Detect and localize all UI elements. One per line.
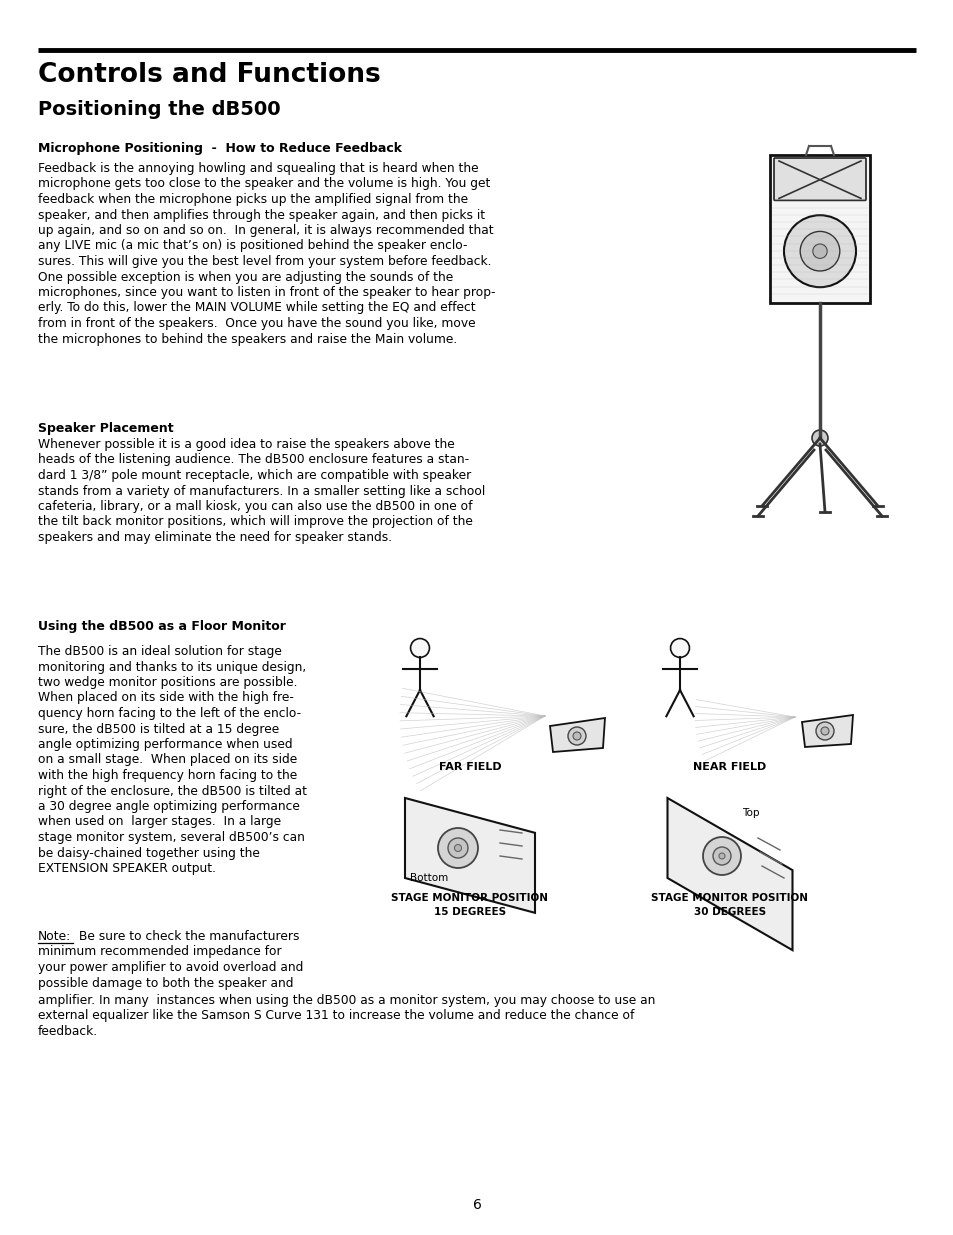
Text: cafeteria, library, or a mall kiosk, you can also use the dB500 in one of: cafeteria, library, or a mall kiosk, you… <box>38 500 472 513</box>
Text: up again, and so on and so on.  In general, it is always recommended that: up again, and so on and so on. In genera… <box>38 224 493 237</box>
Text: amplifier. In many  instances when using the dB500 as a monitor system, you may : amplifier. In many instances when using … <box>38 994 655 1007</box>
Text: external equalizer like the Samson S Curve 131 to increase the volume and reduce: external equalizer like the Samson S Cur… <box>38 1009 634 1023</box>
Text: right of the enclosure, the dB500 is tilted at: right of the enclosure, the dB500 is til… <box>38 784 307 798</box>
Text: the microphones to behind the speakers and raise the Main volume.: the microphones to behind the speakers a… <box>38 332 456 346</box>
Text: Note:: Note: <box>38 930 71 944</box>
Text: stands from a variety of manufacturers. In a smaller setting like a school: stands from a variety of manufacturers. … <box>38 484 485 498</box>
Text: heads of the listening audience. The dB500 enclosure features a stan-: heads of the listening audience. The dB5… <box>38 453 469 467</box>
Text: Controls and Functions: Controls and Functions <box>38 62 380 88</box>
Text: be daisy-chained together using the: be daisy-chained together using the <box>38 846 259 860</box>
Text: FAR FIELD: FAR FIELD <box>438 762 500 772</box>
Text: angle optimizing performance when used: angle optimizing performance when used <box>38 739 293 751</box>
Text: sure, the dB500 is tilted at a 15 degree: sure, the dB500 is tilted at a 15 degree <box>38 722 279 736</box>
Text: Top: Top <box>741 808 759 818</box>
Circle shape <box>702 837 740 876</box>
Text: Bottom: Bottom <box>410 873 448 883</box>
Text: with the high frequency horn facing to the: with the high frequency horn facing to t… <box>38 769 297 782</box>
Circle shape <box>800 231 839 270</box>
Polygon shape <box>667 798 792 950</box>
Circle shape <box>719 853 724 860</box>
Circle shape <box>821 727 828 735</box>
Circle shape <box>712 847 730 864</box>
Circle shape <box>811 430 827 446</box>
Text: STAGE MONITOR POSITION: STAGE MONITOR POSITION <box>651 893 807 903</box>
Circle shape <box>815 722 833 740</box>
Text: 15 DEGREES: 15 DEGREES <box>434 906 505 918</box>
Text: Microphone Positioning  -  How to Reduce Feedback: Microphone Positioning - How to Reduce F… <box>38 142 401 156</box>
Text: dard 1 3/8” pole mount receptacle, which are compatible with speaker: dard 1 3/8” pole mount receptacle, which… <box>38 469 471 482</box>
Text: from in front of the speakers.  Once you have the sound you like, move: from in front of the speakers. Once you … <box>38 317 476 330</box>
Text: speakers and may eliminate the need for speaker stands.: speakers and may eliminate the need for … <box>38 531 392 543</box>
Text: Feedback is the annoying howling and squealing that is heard when the: Feedback is the annoying howling and squ… <box>38 162 478 175</box>
Text: 30 DEGREES: 30 DEGREES <box>693 906 765 918</box>
Text: minimum recommended impedance for: minimum recommended impedance for <box>38 946 281 958</box>
Circle shape <box>567 727 585 745</box>
Circle shape <box>812 245 826 258</box>
Circle shape <box>437 827 477 868</box>
Text: possible damage to both the speaker and: possible damage to both the speaker and <box>38 977 294 989</box>
Text: EXTENSION SPEAKER output.: EXTENSION SPEAKER output. <box>38 862 215 876</box>
Text: STAGE MONITOR POSITION: STAGE MONITOR POSITION <box>391 893 548 903</box>
Text: when used on  larger stages.  In a large: when used on larger stages. In a large <box>38 815 281 829</box>
FancyBboxPatch shape <box>769 156 869 303</box>
Text: on a small stage.  When placed on its side: on a small stage. When placed on its sid… <box>38 753 297 767</box>
Text: 6: 6 <box>472 1198 481 1212</box>
Text: One possible exception is when you are adjusting the sounds of the: One possible exception is when you are a… <box>38 270 453 284</box>
Text: any LIVE mic (a mic that’s on) is positioned behind the speaker enclo-: any LIVE mic (a mic that’s on) is positi… <box>38 240 467 252</box>
Text: monitoring and thanks to its unique design,: monitoring and thanks to its unique desi… <box>38 661 306 673</box>
Text: When placed on its side with the high fre-: When placed on its side with the high fr… <box>38 692 294 704</box>
Polygon shape <box>550 718 604 752</box>
Polygon shape <box>801 715 852 747</box>
Text: Speaker Placement: Speaker Placement <box>38 422 173 435</box>
Text: erly. To do this, lower the MAIN VOLUME while setting the EQ and effect: erly. To do this, lower the MAIN VOLUME … <box>38 301 476 315</box>
Text: The dB500 is an ideal solution for stage: The dB500 is an ideal solution for stage <box>38 645 281 658</box>
Polygon shape <box>405 798 535 913</box>
Circle shape <box>454 845 461 851</box>
Text: NEAR FIELD: NEAR FIELD <box>693 762 766 772</box>
Text: two wedge monitor positions are possible.: two wedge monitor positions are possible… <box>38 676 297 689</box>
FancyBboxPatch shape <box>773 158 865 200</box>
Circle shape <box>783 215 855 288</box>
Text: microphone gets too close to the speaker and the volume is high. You get: microphone gets too close to the speaker… <box>38 178 490 190</box>
Text: speaker, and then amplifies through the speaker again, and then picks it: speaker, and then amplifies through the … <box>38 209 485 221</box>
Text: Be sure to check the manufacturers: Be sure to check the manufacturers <box>75 930 299 944</box>
Text: Using the dB500 as a Floor Monitor: Using the dB500 as a Floor Monitor <box>38 620 286 634</box>
Text: feedback.: feedback. <box>38 1025 98 1037</box>
Text: stage monitor system, several dB500’s can: stage monitor system, several dB500’s ca… <box>38 831 305 844</box>
Text: Positioning the dB500: Positioning the dB500 <box>38 100 280 119</box>
Text: your power amplifier to avoid overload and: your power amplifier to avoid overload a… <box>38 961 303 974</box>
Text: a 30 degree angle optimizing performance: a 30 degree angle optimizing performance <box>38 800 299 813</box>
Text: sures. This will give you the best level from your system before feedback.: sures. This will give you the best level… <box>38 254 491 268</box>
Circle shape <box>573 732 580 740</box>
Text: Whenever possible it is a good idea to raise the speakers above the: Whenever possible it is a good idea to r… <box>38 438 455 451</box>
Circle shape <box>410 638 429 657</box>
Text: microphones, since you want to listen in front of the speaker to hear prop-: microphones, since you want to listen in… <box>38 287 495 299</box>
Text: the tilt back monitor positions, which will improve the projection of the: the tilt back monitor positions, which w… <box>38 515 473 529</box>
Text: quency horn facing to the left of the enclo-: quency horn facing to the left of the en… <box>38 706 301 720</box>
Text: feedback when the microphone picks up the amplified signal from the: feedback when the microphone picks up th… <box>38 193 468 206</box>
Circle shape <box>448 839 468 858</box>
Circle shape <box>670 638 689 657</box>
